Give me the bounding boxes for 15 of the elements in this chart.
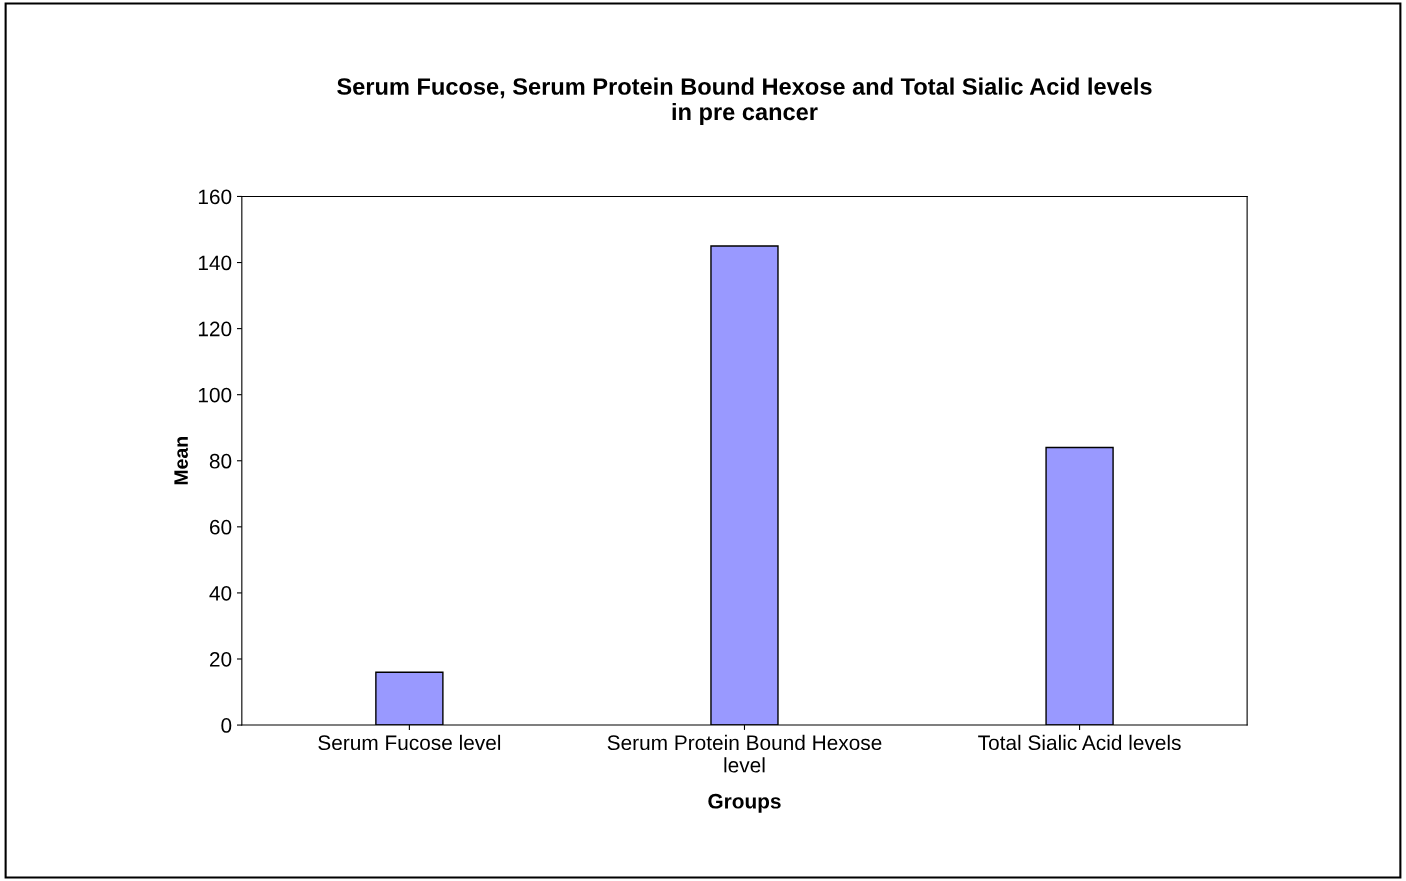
y-tick-label: 100	[198, 387, 232, 403]
y-axis-title: Mean	[174, 437, 188, 485]
x-tick-label: Serum Protein Bound Hexose level	[607, 734, 882, 773]
y-tick-label: 20	[209, 651, 232, 667]
x-axis-title: Groups	[708, 793, 781, 813]
chart-title: Serum Fucose, Serum Protein Bound Hexose and Total Sialic Acid levels in pre cancer	[337, 77, 1152, 125]
y-tick-label: 60	[210, 519, 232, 535]
y-tick-label: 120	[198, 321, 232, 337]
y-tick-label: 140	[198, 255, 232, 271]
y-tick-label: 160	[198, 189, 232, 205]
x-tick-label: Serum Fucose level	[318, 734, 501, 751]
x-tick-label: Total Sialic Acid levels	[978, 734, 1181, 751]
y-tick-label: 80	[209, 453, 232, 469]
y-tick-label: 40	[209, 585, 232, 601]
y-tick-label: 0	[221, 718, 232, 733]
